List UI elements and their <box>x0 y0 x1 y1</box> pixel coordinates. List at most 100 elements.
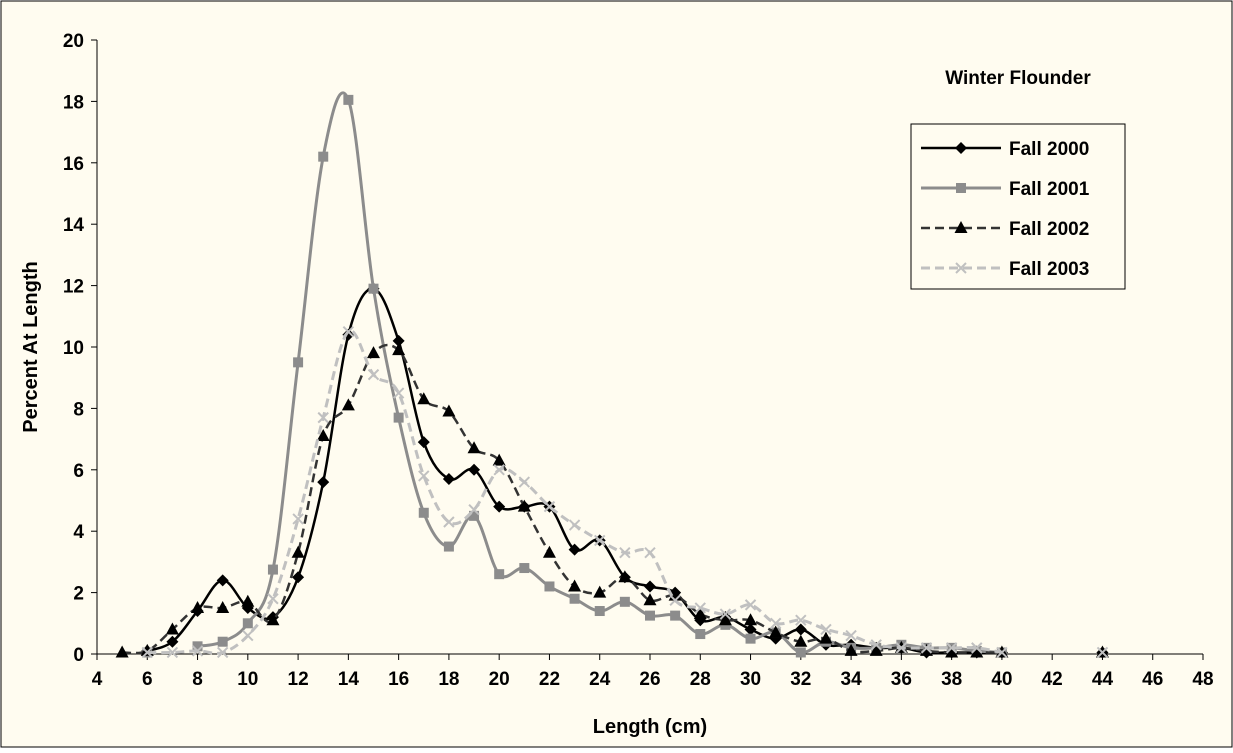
y-tick-label: 12 <box>63 277 84 298</box>
data-point <box>719 608 732 620</box>
y-tick-label: 0 <box>73 645 84 666</box>
legend-item: Fall 2000 <box>921 139 1089 160</box>
y-tick-label: 16 <box>63 154 84 175</box>
legend-item: Fall 2002 <box>921 219 1089 240</box>
data-point <box>544 581 555 592</box>
chart-title: Winter Flounder <box>945 68 1091 89</box>
data-point <box>267 593 279 605</box>
legend-marker <box>955 142 967 154</box>
data-point <box>115 645 129 658</box>
data-point <box>418 507 429 518</box>
x-tick-label: 8 <box>192 669 203 690</box>
x-tick-label: 48 <box>1192 669 1213 690</box>
legend: Fall 2000 Fall 2001 Fall 2002 Fall 2003 <box>910 123 1126 290</box>
y-tick-label: 4 <box>73 522 84 543</box>
data-point <box>670 610 681 621</box>
data-point <box>468 504 480 516</box>
data-point <box>191 600 205 613</box>
legend-box <box>910 123 1126 290</box>
data-point <box>343 94 354 105</box>
data-point <box>443 541 454 552</box>
legend-marker <box>954 221 968 233</box>
data-point <box>166 646 179 659</box>
data-point <box>517 499 531 512</box>
series-line <box>147 329 1003 655</box>
data-point <box>845 629 857 642</box>
x-tick-label: 36 <box>891 669 912 690</box>
x-axis-title: Length (cm) <box>593 716 707 738</box>
legend-item: Fall 2003 <box>921 259 1089 280</box>
x-tick-label: 12 <box>288 669 309 690</box>
data-point <box>392 334 405 347</box>
data-point <box>745 633 756 644</box>
data-point <box>594 606 605 617</box>
data-point <box>996 646 1008 659</box>
x-tick-label: 14 <box>338 669 360 690</box>
data-point <box>216 646 229 659</box>
data-point <box>216 574 229 587</box>
data-point <box>694 602 706 614</box>
data-point <box>971 642 983 654</box>
data-point <box>316 429 330 442</box>
data-point <box>292 513 304 525</box>
legend-label: Fall 2001 <box>1009 179 1090 200</box>
data-point <box>494 569 505 580</box>
data-point <box>644 546 656 559</box>
legend-label: Fall 2002 <box>1009 219 1089 240</box>
data-point <box>291 545 305 558</box>
data-point <box>744 599 757 611</box>
y-tick-label: 2 <box>73 584 84 605</box>
data-point <box>342 325 355 338</box>
y-tick-label: 14 <box>63 215 85 236</box>
legend-item: Fall 2001 <box>921 179 1090 200</box>
data-point <box>644 580 656 593</box>
data-point <box>870 639 882 651</box>
data-point <box>569 593 580 604</box>
data-point <box>718 613 732 626</box>
x-tick-label: 38 <box>941 669 962 690</box>
data-point <box>594 534 606 547</box>
x-tick-label: 10 <box>237 669 258 690</box>
y-tick-label: 18 <box>63 92 84 113</box>
data-point <box>191 645 204 657</box>
data-point <box>266 613 280 626</box>
data-point <box>216 600 230 613</box>
y-tick-label: 20 <box>63 31 84 52</box>
data-point <box>593 585 607 598</box>
data-point <box>492 453 506 466</box>
data-point <box>165 622 179 635</box>
data-point <box>242 629 254 642</box>
legend-label: Fall 2000 <box>1009 139 1089 160</box>
data-point <box>869 643 883 656</box>
data-point <box>795 614 807 626</box>
data-point <box>469 510 480 521</box>
data-point <box>293 357 304 368</box>
data-point <box>769 625 783 638</box>
data-point <box>794 634 808 647</box>
data-point <box>392 343 406 356</box>
data-point <box>543 500 556 513</box>
data-point <box>192 641 203 652</box>
data-point <box>393 412 404 423</box>
x-tick-label: 4 <box>92 669 103 690</box>
data-point <box>493 464 505 476</box>
legend-marker <box>955 262 967 274</box>
data-point <box>542 545 556 558</box>
data-point <box>945 645 959 658</box>
x-tick-label: 42 <box>1042 669 1063 690</box>
y-axis-title: Percent At Length <box>20 261 42 433</box>
data-point <box>895 642 908 654</box>
data-point <box>392 387 405 399</box>
data-point <box>518 476 531 488</box>
x-tick-label: 18 <box>438 669 459 690</box>
data-point <box>844 643 858 656</box>
data-point <box>417 392 431 405</box>
data-point <box>795 647 806 658</box>
x-tick-label: 44 <box>1092 669 1114 690</box>
x-tick-label: 20 <box>489 669 510 690</box>
x-tick-label: 32 <box>790 669 811 690</box>
data-point <box>443 516 455 528</box>
data-point <box>141 646 153 659</box>
data-point <box>241 594 255 607</box>
